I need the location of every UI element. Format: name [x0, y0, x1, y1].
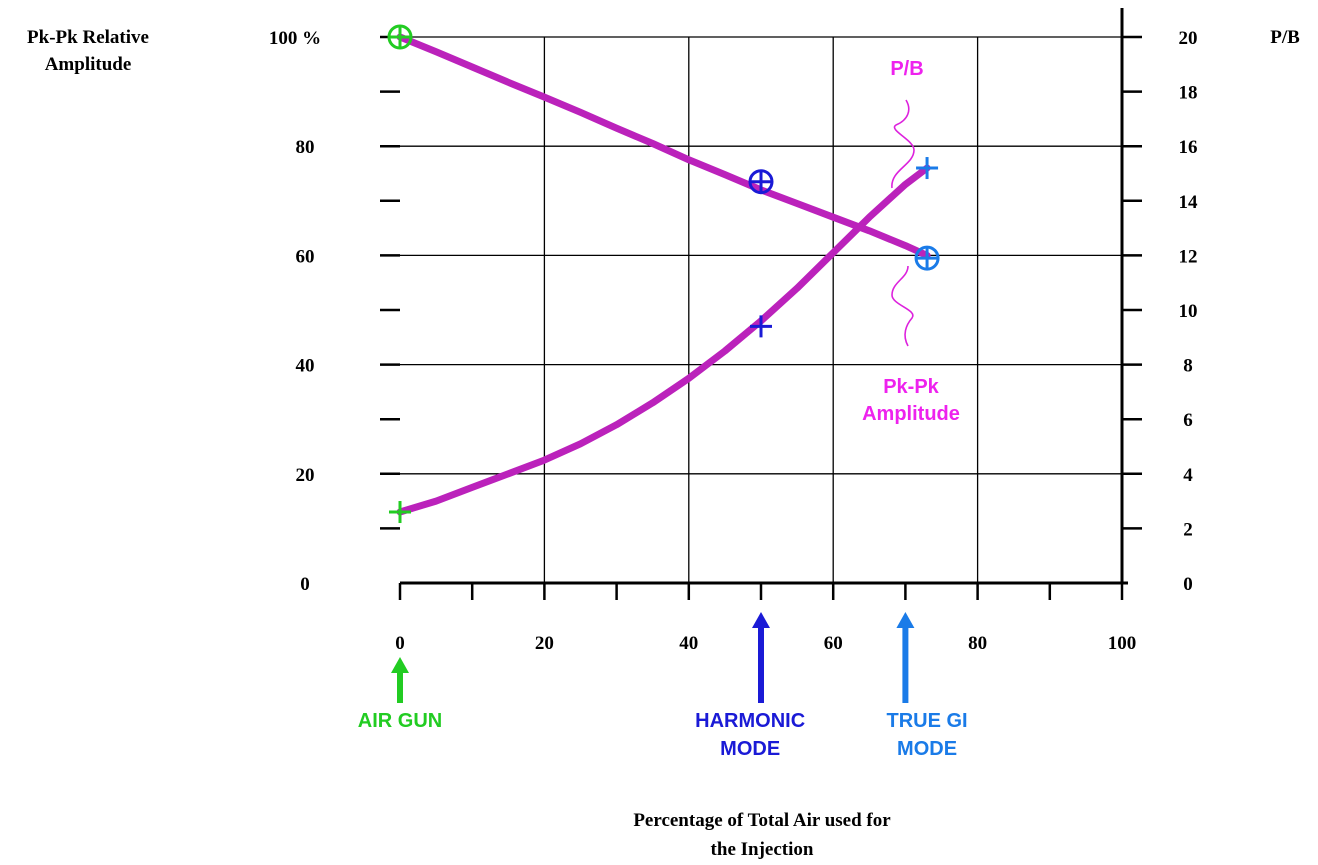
x-tick-label-80: 80	[968, 633, 987, 654]
arrow-head	[896, 612, 915, 628]
y-left-tick-label-80: 80	[296, 137, 315, 158]
curve-labels: P/B Pk-Pk Amplitude	[862, 58, 960, 425]
marker-circle-plus-0	[387, 24, 413, 50]
y-right-tick-label-16: 16	[1179, 137, 1198, 158]
pk-pk-label-squiggle	[891, 265, 914, 347]
marker-plus-5	[916, 157, 939, 180]
y-right-tick-label-4: 4	[1183, 465, 1193, 486]
y-left-tick-label-100: 100 %	[269, 28, 321, 49]
annotation-arrow-2	[896, 612, 915, 703]
right-axis-title: P/B	[1270, 27, 1300, 48]
grid	[400, 36, 1123, 583]
x-tick-label-100: 100	[1108, 633, 1137, 654]
p-b-label-squiggle	[891, 99, 915, 189]
annotation-arrow-0	[391, 657, 409, 703]
series-line-pk-pk-amplitude	[396, 33, 931, 259]
x-axis-title-line1: Percentage of Total Air used for	[633, 810, 891, 831]
curves	[396, 33, 931, 516]
y-right-tick-label-8: 8	[1183, 356, 1193, 377]
markers	[387, 24, 940, 524]
arrow-head	[391, 657, 409, 673]
y-left-tick-label-0: 0	[300, 574, 310, 595]
y-left-tick-label-20: 20	[296, 465, 315, 486]
annotations: AIR GUN HARMONIC MODE TRUE GI MODE	[358, 612, 968, 760]
x-tick-label-40: 40	[679, 633, 698, 654]
marker-circle-plus-1	[748, 169, 774, 195]
annotation-2-line-0: TRUE GI	[886, 710, 967, 732]
curve-label-0-line-0: P/B	[890, 58, 923, 80]
y-right-tick-label-12: 12	[1179, 246, 1198, 267]
annotation-1-line-1: MODE	[720, 738, 780, 760]
annotation-1-line-0: HARMONIC	[695, 710, 805, 732]
left-axis-title-line1: Pk-Pk Relative	[27, 27, 149, 48]
annotation-0-line-0: AIR GUN	[358, 710, 442, 732]
left-axis-title-line2: Amplitude	[45, 54, 132, 75]
curve-label-1-line-0: Pk-Pk	[883, 376, 939, 398]
y-right-tick-label-10: 10	[1179, 301, 1198, 322]
label-squiggles	[891, 99, 915, 347]
y-right-tick-label-14: 14	[1179, 192, 1199, 213]
marker-plus-4	[750, 315, 772, 338]
curve-label-1-line-1: Amplitude	[862, 403, 960, 425]
tick-labels: 0 20 40 60 80 100 0 20 40 60 80 100 % 0 2 4 6 8 10 12 14 16 1…	[269, 28, 1198, 654]
annotation-arrow-1	[752, 612, 770, 703]
y-right-tick-label-18: 18	[1179, 83, 1198, 104]
y-right-tick-label-6: 6	[1183, 410, 1193, 431]
series-line-p-b	[396, 164, 931, 516]
marker-plus-3	[389, 501, 411, 524]
marker-circle-plus-2	[914, 245, 940, 271]
x-axis-title-line2: the Injection	[711, 839, 814, 860]
annotation-2-line-1: MODE	[897, 738, 957, 760]
y-left-tick-label-40: 40	[296, 356, 315, 377]
y-right-tick-label-0: 0	[1183, 574, 1193, 595]
y-right-tick-label-2: 2	[1183, 519, 1193, 540]
arrow-head	[752, 612, 770, 628]
y-left-tick-label-60: 60	[296, 246, 315, 267]
x-tick-label-0: 0	[395, 633, 405, 654]
y-right-tick-label-20: 20	[1179, 28, 1198, 49]
axes	[380, 8, 1142, 600]
x-tick-label-60: 60	[824, 633, 843, 654]
x-tick-label-20: 20	[535, 633, 554, 654]
